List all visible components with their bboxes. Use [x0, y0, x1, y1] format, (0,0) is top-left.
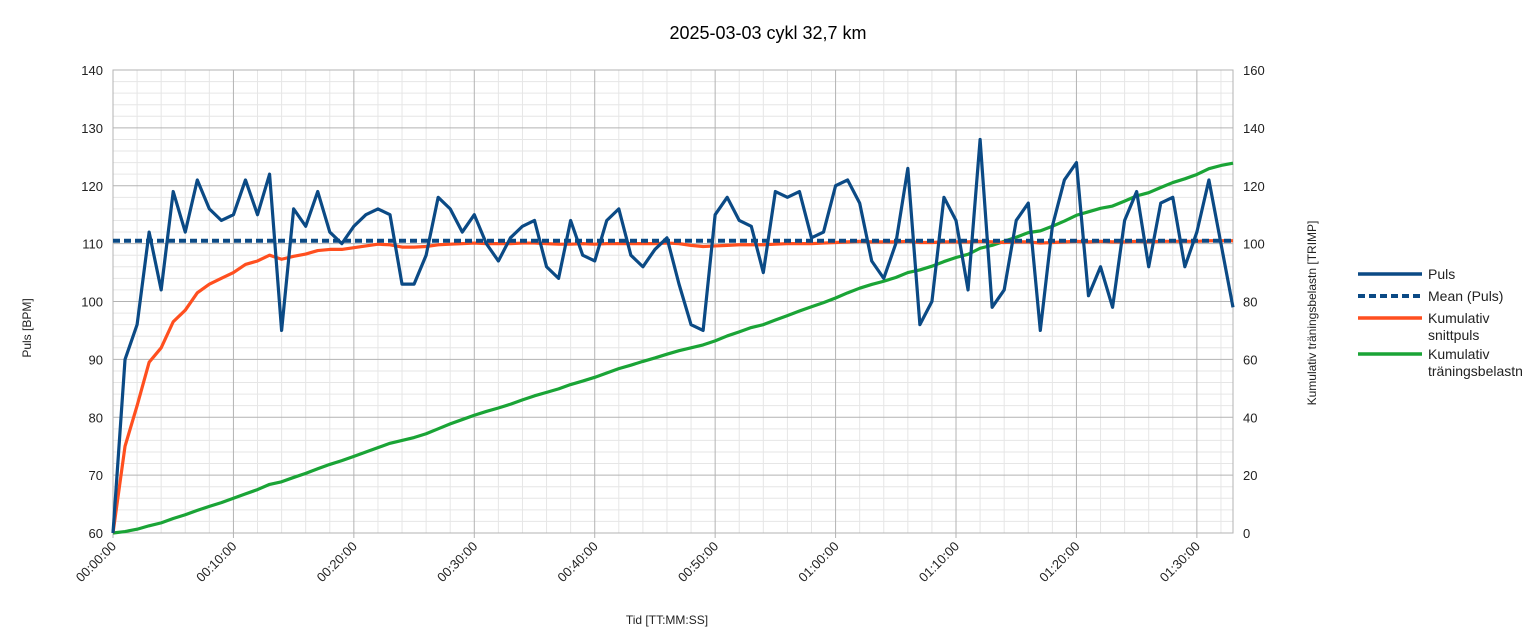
y-tick-label-left: 90 [89, 352, 103, 367]
legend-label-puls: Puls [1428, 266, 1455, 282]
y-tick-label-right: 120 [1243, 179, 1265, 194]
y-axis-right-ticks: 0 20 40 60 80 100 120 140 160 [1243, 63, 1265, 541]
y-tick-label-right: 160 [1243, 63, 1265, 78]
chart-title: 2025-03-03 cykl 32,7 km [669, 23, 866, 43]
y-tick-label-left: 110 [82, 237, 103, 252]
y-tick-label-left: 70 [89, 468, 103, 483]
y-axis-left-label: Puls [BPM] [20, 298, 34, 357]
y-tick-label-left: 120 [81, 179, 103, 194]
y-tick-label-right: 0 [1243, 526, 1250, 541]
y-tick-label-right: 60 [1243, 352, 1257, 367]
x-tick-label: 01:10:00 [916, 539, 962, 585]
legend: Puls Mean (Puls) Kumulativ snittpuls Kumu… [1358, 266, 1523, 379]
y-tick-label-right: 140 [1243, 121, 1265, 136]
series-group [111, 137, 1235, 535]
x-tick-label: 00:30:00 [434, 539, 480, 585]
x-tick-label: 00:10:00 [193, 539, 239, 585]
legend-label-traningsbelastn: Kumulativ träningsbelastn [1428, 346, 1523, 379]
y-tick-label-right: 100 [1243, 237, 1265, 252]
y-tick-label-right: 40 [1243, 410, 1257, 425]
x-tick-label: 01:00:00 [795, 539, 841, 585]
x-tick-label: 00:20:00 [314, 539, 360, 585]
y-tick-label-left: 60 [89, 526, 103, 541]
y-tick-label-right: 20 [1243, 468, 1257, 483]
x-tick-label: 01:20:00 [1036, 539, 1082, 585]
y-axis-left-ticks: 60 70 80 90 100 110 120 130 140 [81, 63, 103, 541]
y-axis-right-label: Kumulativ träningsbelastn [TRIMP] [1305, 221, 1319, 406]
series-line-kumulativ-snittpuls [111, 239, 1233, 534]
x-tick-label: 00:40:00 [554, 539, 600, 585]
y-tick-label-left: 80 [89, 410, 103, 425]
legend-label-snittpuls: Kumulativ snittpuls [1428, 310, 1489, 343]
series-line-kumulativ-tr-ningsbelastn [112, 161, 1234, 535]
y-tick-label-left: 130 [81, 121, 103, 136]
series-line-puls [111, 137, 1235, 534]
legend-label-mean: Mean (Puls) [1428, 288, 1503, 304]
y-tick-label-right: 80 [1243, 295, 1257, 310]
x-axis-ticks: 00:00:00 00:10:00 00:20:00 00:30:00 00:40:00… [73, 533, 1203, 585]
y-tick-label-left: 140 [81, 63, 103, 78]
x-axis-label: Tid [TT:MM:SS] [626, 613, 708, 627]
y-tick-label-left: 100 [81, 295, 103, 310]
x-tick-label: 01:30:00 [1157, 539, 1203, 585]
x-tick-label: 00:00:00 [73, 539, 119, 585]
x-tick-label: 00:50:00 [675, 539, 721, 585]
